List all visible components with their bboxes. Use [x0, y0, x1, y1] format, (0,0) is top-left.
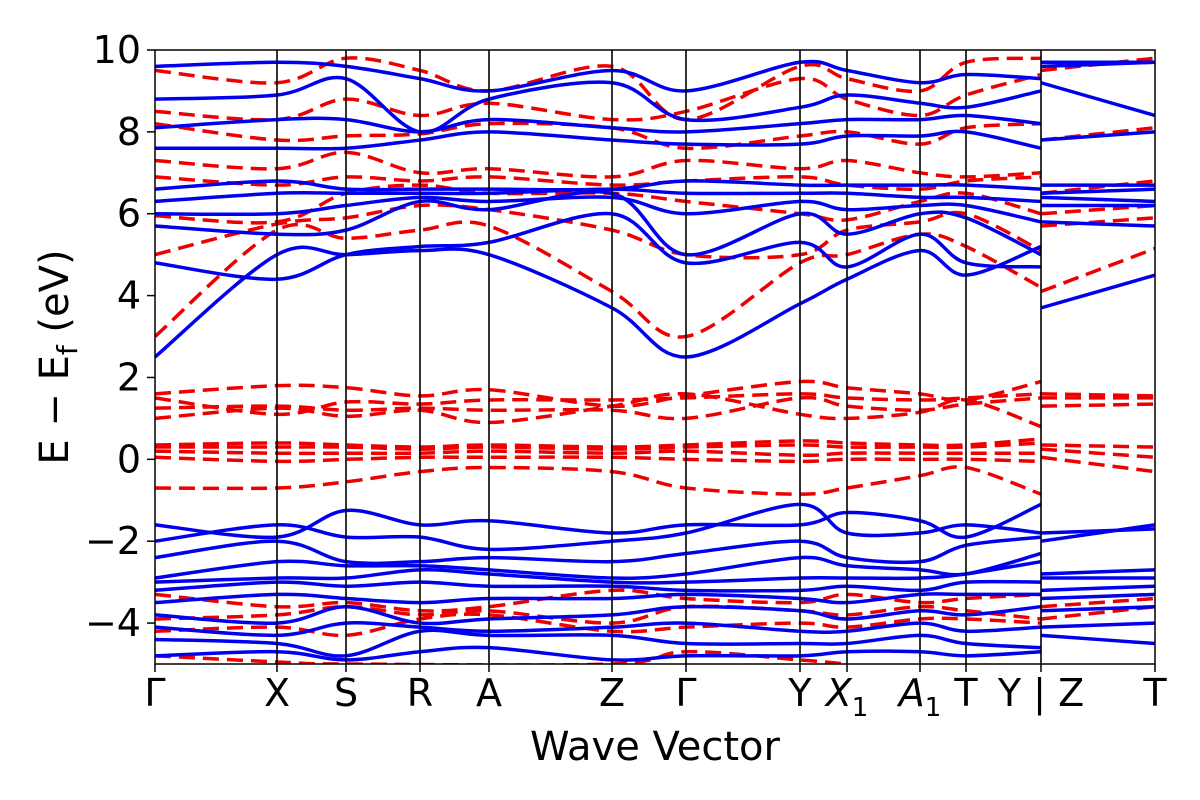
- band-line-dashed: [155, 441, 1155, 451]
- band-line-solid: [155, 592, 1155, 605]
- band-line-dashed: [155, 447, 1155, 460]
- band-line-dashed: [155, 395, 1155, 421]
- plot-frame: [154, 49, 1156, 665]
- y-tick-label: 10: [93, 28, 141, 72]
- x-tick-label-main: T: [1142, 671, 1167, 715]
- x-tick-label-main: Y: [787, 671, 812, 715]
- y-tick-label: 4: [117, 274, 141, 318]
- x-tick-label: Γ: [144, 671, 165, 715]
- band-line-solid: [155, 244, 1155, 359]
- x-tick-label-main: S: [334, 671, 358, 715]
- band-line-solid: [155, 645, 1042, 662]
- x-tick-label-main: Γ: [144, 671, 165, 715]
- x-tick-label-main: A: [476, 671, 502, 715]
- band-line-solid: [155, 81, 1155, 134]
- y-tick-label: 2: [117, 355, 141, 399]
- x-tick-label: Z: [599, 671, 625, 715]
- x-axis-title: Wave Vector: [530, 724, 781, 770]
- band-line-solid: [155, 628, 1155, 658]
- y-axis-ticks: 10 8 6 4 2 0 −2 −4: [85, 28, 155, 645]
- x-tick-label: Y: [787, 671, 812, 715]
- band-line-dashed: [155, 72, 1042, 122]
- x-tick-label: Y | Z: [997, 671, 1084, 716]
- x-tick-label: T: [953, 671, 978, 715]
- band-line-solid: [155, 187, 1155, 204]
- x-tick-label-main: R: [407, 671, 433, 715]
- x-tick-label: T: [1142, 671, 1167, 715]
- x-tick-label: Γ: [675, 671, 696, 715]
- band-line-dashed: [155, 455, 1155, 474]
- x-tick-label-main: A: [896, 671, 925, 715]
- band-line-dashed: [155, 220, 1155, 339]
- band-lines: [155, 56, 1155, 664]
- band-line-dashed: [155, 379, 1155, 408]
- x-tick-label-main: X: [264, 671, 290, 715]
- x-tick-label: A1: [896, 671, 942, 723]
- x-tick-label-main: Z: [599, 671, 625, 715]
- x-tick-label-main: X: [824, 671, 853, 715]
- x-tick-label-sub: 1: [925, 693, 942, 723]
- x-tick-label: R: [407, 671, 433, 715]
- x-tick-label: X: [264, 671, 290, 715]
- x-tick-label-main: Γ: [675, 671, 696, 715]
- band-line-solid: [155, 179, 1155, 192]
- x-tick-label: X1: [824, 671, 869, 723]
- band-line-dashed: [155, 150, 1042, 179]
- band-line-solid: [155, 60, 1155, 134]
- x-tick-label: A: [476, 671, 502, 715]
- y-tick-label: 6: [117, 192, 141, 236]
- band-line-dashed: [155, 649, 848, 664]
- y-tick-label: −2: [85, 519, 141, 563]
- y-axis-title-sub: f: [51, 344, 84, 355]
- y-tick-label: 8: [117, 110, 141, 154]
- high-symmetry-lines: [276, 50, 1042, 664]
- y-tick-label: 0: [117, 437, 141, 481]
- band-line-solid: [155, 502, 1155, 540]
- x-tick-label-sub: 1: [852, 693, 869, 723]
- x-tick-label-main: Y | Z: [997, 671, 1084, 716]
- x-tick-label-main: T: [953, 671, 978, 715]
- x-tick-label: S: [334, 671, 358, 715]
- band-line-dashed: [155, 465, 1042, 496]
- band-line-dashed: [155, 437, 1042, 449]
- y-axis-title: E − Ef (eV): [32, 249, 84, 464]
- y-axis-title-main: E − E: [32, 355, 78, 465]
- y-axis-title-unit: (eV): [32, 249, 78, 345]
- y-tick-label: −4: [85, 601, 141, 645]
